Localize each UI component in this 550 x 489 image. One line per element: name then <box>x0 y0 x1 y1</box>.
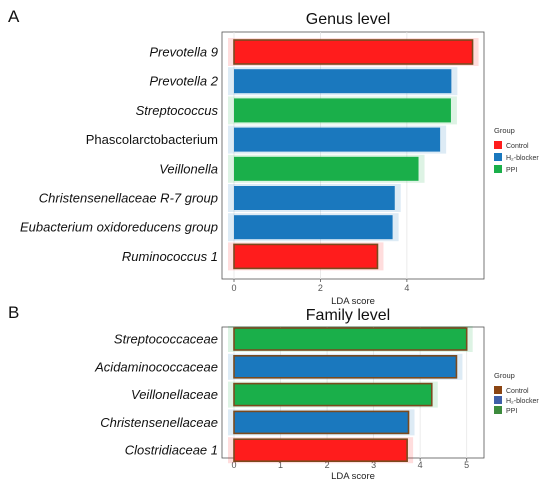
category-label: Eubacterium oxidoreducens group <box>20 220 218 235</box>
x-tick-label: 2 <box>318 283 323 293</box>
category-label: Prevotella 9 <box>149 45 218 60</box>
bar-prevotella-9 <box>233 39 474 65</box>
legend-label: H₂-blocker <box>506 155 539 162</box>
legend-swatch <box>494 141 502 149</box>
category-label: Streptococcus <box>136 103 219 118</box>
bar-streptococcus <box>234 98 451 123</box>
x-tick-label: 4 <box>404 283 409 293</box>
panel-a-chart: 0 2 4 LDA score Prevotella 9 Prevotella 2 Stre… <box>20 31 539 307</box>
x-tick-label: 1 <box>278 460 283 470</box>
panel-b-chart: 0 1 2 3 4 5 LDA score Streptococcaceae Acidamino… <box>94 326 539 482</box>
x-tick-label: 5 <box>464 460 469 470</box>
bar-ruminococcus-1 <box>233 243 379 270</box>
legend-title: Group <box>494 126 515 135</box>
x-tick-label: 4 <box>418 460 423 470</box>
bar-christensenellaceae <box>233 410 410 435</box>
bar-prevotella-2 <box>234 69 452 94</box>
legend-label: PPI <box>506 408 517 415</box>
category-label: Streptococcaceae <box>114 332 218 347</box>
category-label: Phascolarctobacterium <box>86 132 218 147</box>
x-tick-label: 0 <box>231 283 236 293</box>
legend-swatch <box>494 153 502 161</box>
category-label: Ruminococcus 1 <box>122 249 218 264</box>
legend-swatch <box>494 386 502 394</box>
category-label: Christensenellaceae <box>100 415 218 430</box>
x-tick-label: 3 <box>371 460 376 470</box>
legend-label: Control <box>506 143 529 150</box>
legend-label: H₂-blocker <box>506 398 539 405</box>
category-label: Christensenellaceae R-7 group <box>39 191 218 206</box>
legend-label: Control <box>506 388 529 395</box>
panel-a-letter: A <box>8 7 20 26</box>
bar-acidaminococcaceae <box>233 354 458 379</box>
panel-a-title: Genus level <box>306 11 391 28</box>
bar-phascolarctobacterium <box>234 127 441 152</box>
bar-christensenellaceae-r-7-group <box>234 186 395 210</box>
legend-swatch <box>494 396 502 404</box>
bar-veillonellaceae <box>233 382 433 407</box>
legend-title: Group <box>494 371 515 380</box>
category-label: Veillonellaceae <box>131 387 218 402</box>
bar-eubacterium-oxidoreducens-group <box>234 215 393 240</box>
bar-streptococcaceae <box>233 327 468 351</box>
x-axis-label: LDA score <box>331 296 375 307</box>
x-tick-label: 2 <box>325 460 330 470</box>
category-label: Clostridiaceae 1 <box>125 443 218 458</box>
x-tick-label: 0 <box>231 460 236 470</box>
panel-b-letter: B <box>8 303 19 322</box>
category-label: Veillonella <box>159 161 218 176</box>
bar-veillonella <box>234 156 419 181</box>
category-label: Prevotella 2 <box>149 74 218 89</box>
panel-b-title: Family level <box>306 307 390 324</box>
legend-swatch <box>494 406 502 414</box>
category-label: Acidaminococcaceae <box>94 359 218 374</box>
legend-label: PPI <box>506 167 517 174</box>
x-axis-label: LDA score <box>331 471 375 482</box>
bar-clostridiaceae-1 <box>233 438 408 463</box>
legend-swatch <box>494 165 502 173</box>
